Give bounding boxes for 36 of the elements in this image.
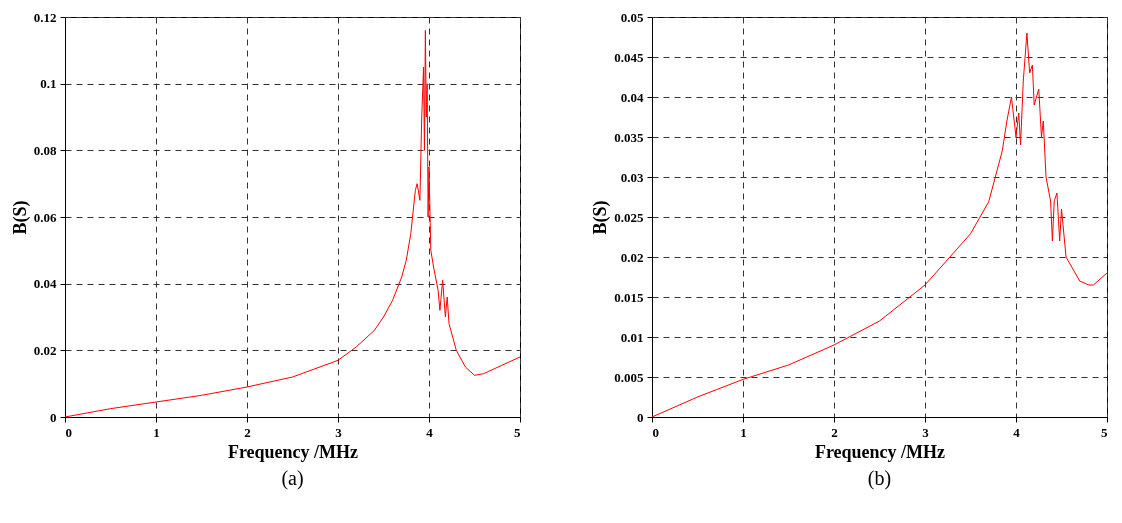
y-tick-label: 0.015 (614, 289, 644, 305)
y-tick-label: 0.12 (33, 9, 57, 25)
x-axis-title: Frequency /MHz (814, 441, 946, 462)
y-tick-label: 0.045 (614, 49, 644, 65)
y-tick-label: 0 (637, 409, 644, 425)
y-tick-label: 0.04 (620, 89, 644, 105)
x-tick-label: 4 (426, 424, 434, 440)
y-tick-label: 0.02 (33, 342, 57, 358)
text: (b) (867, 467, 892, 490)
x-tick-label: 0 (65, 424, 72, 440)
x-axis-title: Frequency /MHz (227, 441, 359, 462)
text: (a) (281, 467, 304, 490)
y-tick-label: 0.02 (620, 249, 644, 265)
y-tick-label: 0.04 (33, 276, 57, 292)
y-tick-label: 0.005 (614, 369, 644, 385)
x-tick-label: 3 (335, 424, 343, 440)
y-tick-label: 0.01 (620, 329, 644, 345)
x-tick-label: 1 (153, 424, 160, 440)
y-tick-label: 0.03 (620, 169, 644, 185)
x-tick-label: 3 (922, 424, 930, 440)
x-tick-label: 5 (514, 424, 521, 440)
y-tick-label: 0.08 (33, 142, 57, 158)
y-tick-label: 0.06 (33, 209, 57, 225)
x-tick-label: 2 (831, 424, 838, 440)
y-axis-title: B(S) (590, 200, 612, 235)
x-tick-label: 0 (652, 424, 659, 440)
x-tick-label: 4 (1013, 424, 1021, 440)
y-axis-title: B(S) (9, 200, 31, 235)
y-tick-label: 0.05 (620, 9, 644, 25)
x-tick-label: 1 (740, 424, 747, 440)
y-tick-label: 0 (50, 409, 57, 425)
y-tick-label: 0.035 (614, 129, 644, 145)
x-tick-label: 5 (1101, 424, 1108, 440)
y-tick-label: 0.025 (614, 209, 644, 225)
x-tick-label: 2 (244, 424, 251, 440)
y-tick-label: 0.1 (40, 76, 57, 92)
